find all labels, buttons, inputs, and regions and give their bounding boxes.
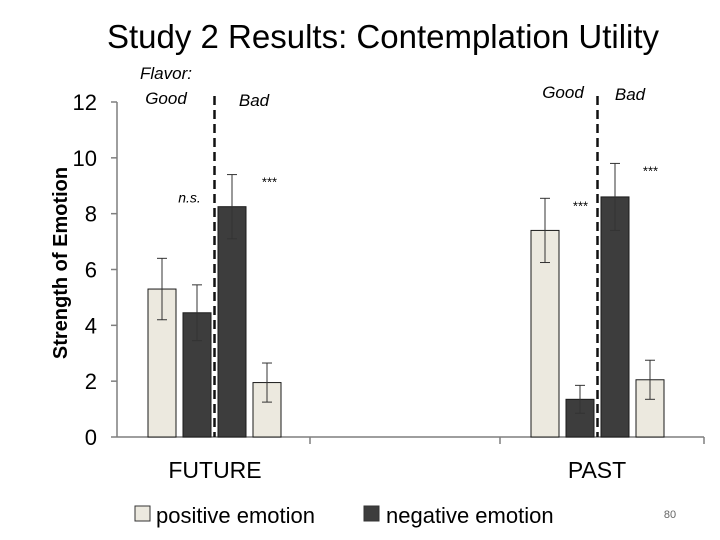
chart-title: Study 2 Results: Contemplation Utility bbox=[107, 18, 660, 55]
y-tick-label: 6 bbox=[85, 258, 97, 283]
significance-label: *** bbox=[643, 163, 658, 178]
legend-label: positive emotion bbox=[156, 503, 315, 528]
bar-chart: Study 2 Results: Contemplation Utility S… bbox=[0, 0, 720, 540]
bar bbox=[601, 197, 629, 437]
x-category-label: FUTURE bbox=[168, 457, 261, 483]
significance-label: n.s. bbox=[178, 189, 201, 205]
plot-area: 0 2 4 6 8 10 12 n.s. *** FUTURE *** *** PAST Flavor: G… bbox=[73, 64, 704, 528]
flavor-label-past-good: Good bbox=[542, 83, 584, 102]
bar bbox=[218, 207, 246, 437]
y-axis-label: Strength of Emotion bbox=[50, 167, 72, 359]
significance-label: *** bbox=[262, 175, 277, 190]
y-tick-label: 4 bbox=[85, 313, 97, 338]
flavor-label-future-bad: Bad bbox=[239, 91, 270, 110]
y-tick-label: 12 bbox=[73, 90, 97, 115]
legend-swatch bbox=[135, 506, 150, 521]
legend-swatch bbox=[364, 506, 379, 521]
significance-label: *** bbox=[573, 198, 588, 213]
page-number: 80 bbox=[664, 509, 676, 521]
x-category-label: PAST bbox=[568, 457, 626, 483]
flavor-label-future-good: Flavor: bbox=[140, 64, 192, 83]
flavor-label-future-good: Good bbox=[145, 89, 187, 108]
y-tick-label: 10 bbox=[73, 146, 97, 171]
legend-label: negative emotion bbox=[386, 503, 554, 528]
y-tick-label: 0 bbox=[85, 425, 97, 450]
y-tick-label: 8 bbox=[85, 202, 97, 227]
y-tick-label: 2 bbox=[85, 369, 97, 394]
flavor-label-past-bad: Bad bbox=[615, 85, 646, 104]
